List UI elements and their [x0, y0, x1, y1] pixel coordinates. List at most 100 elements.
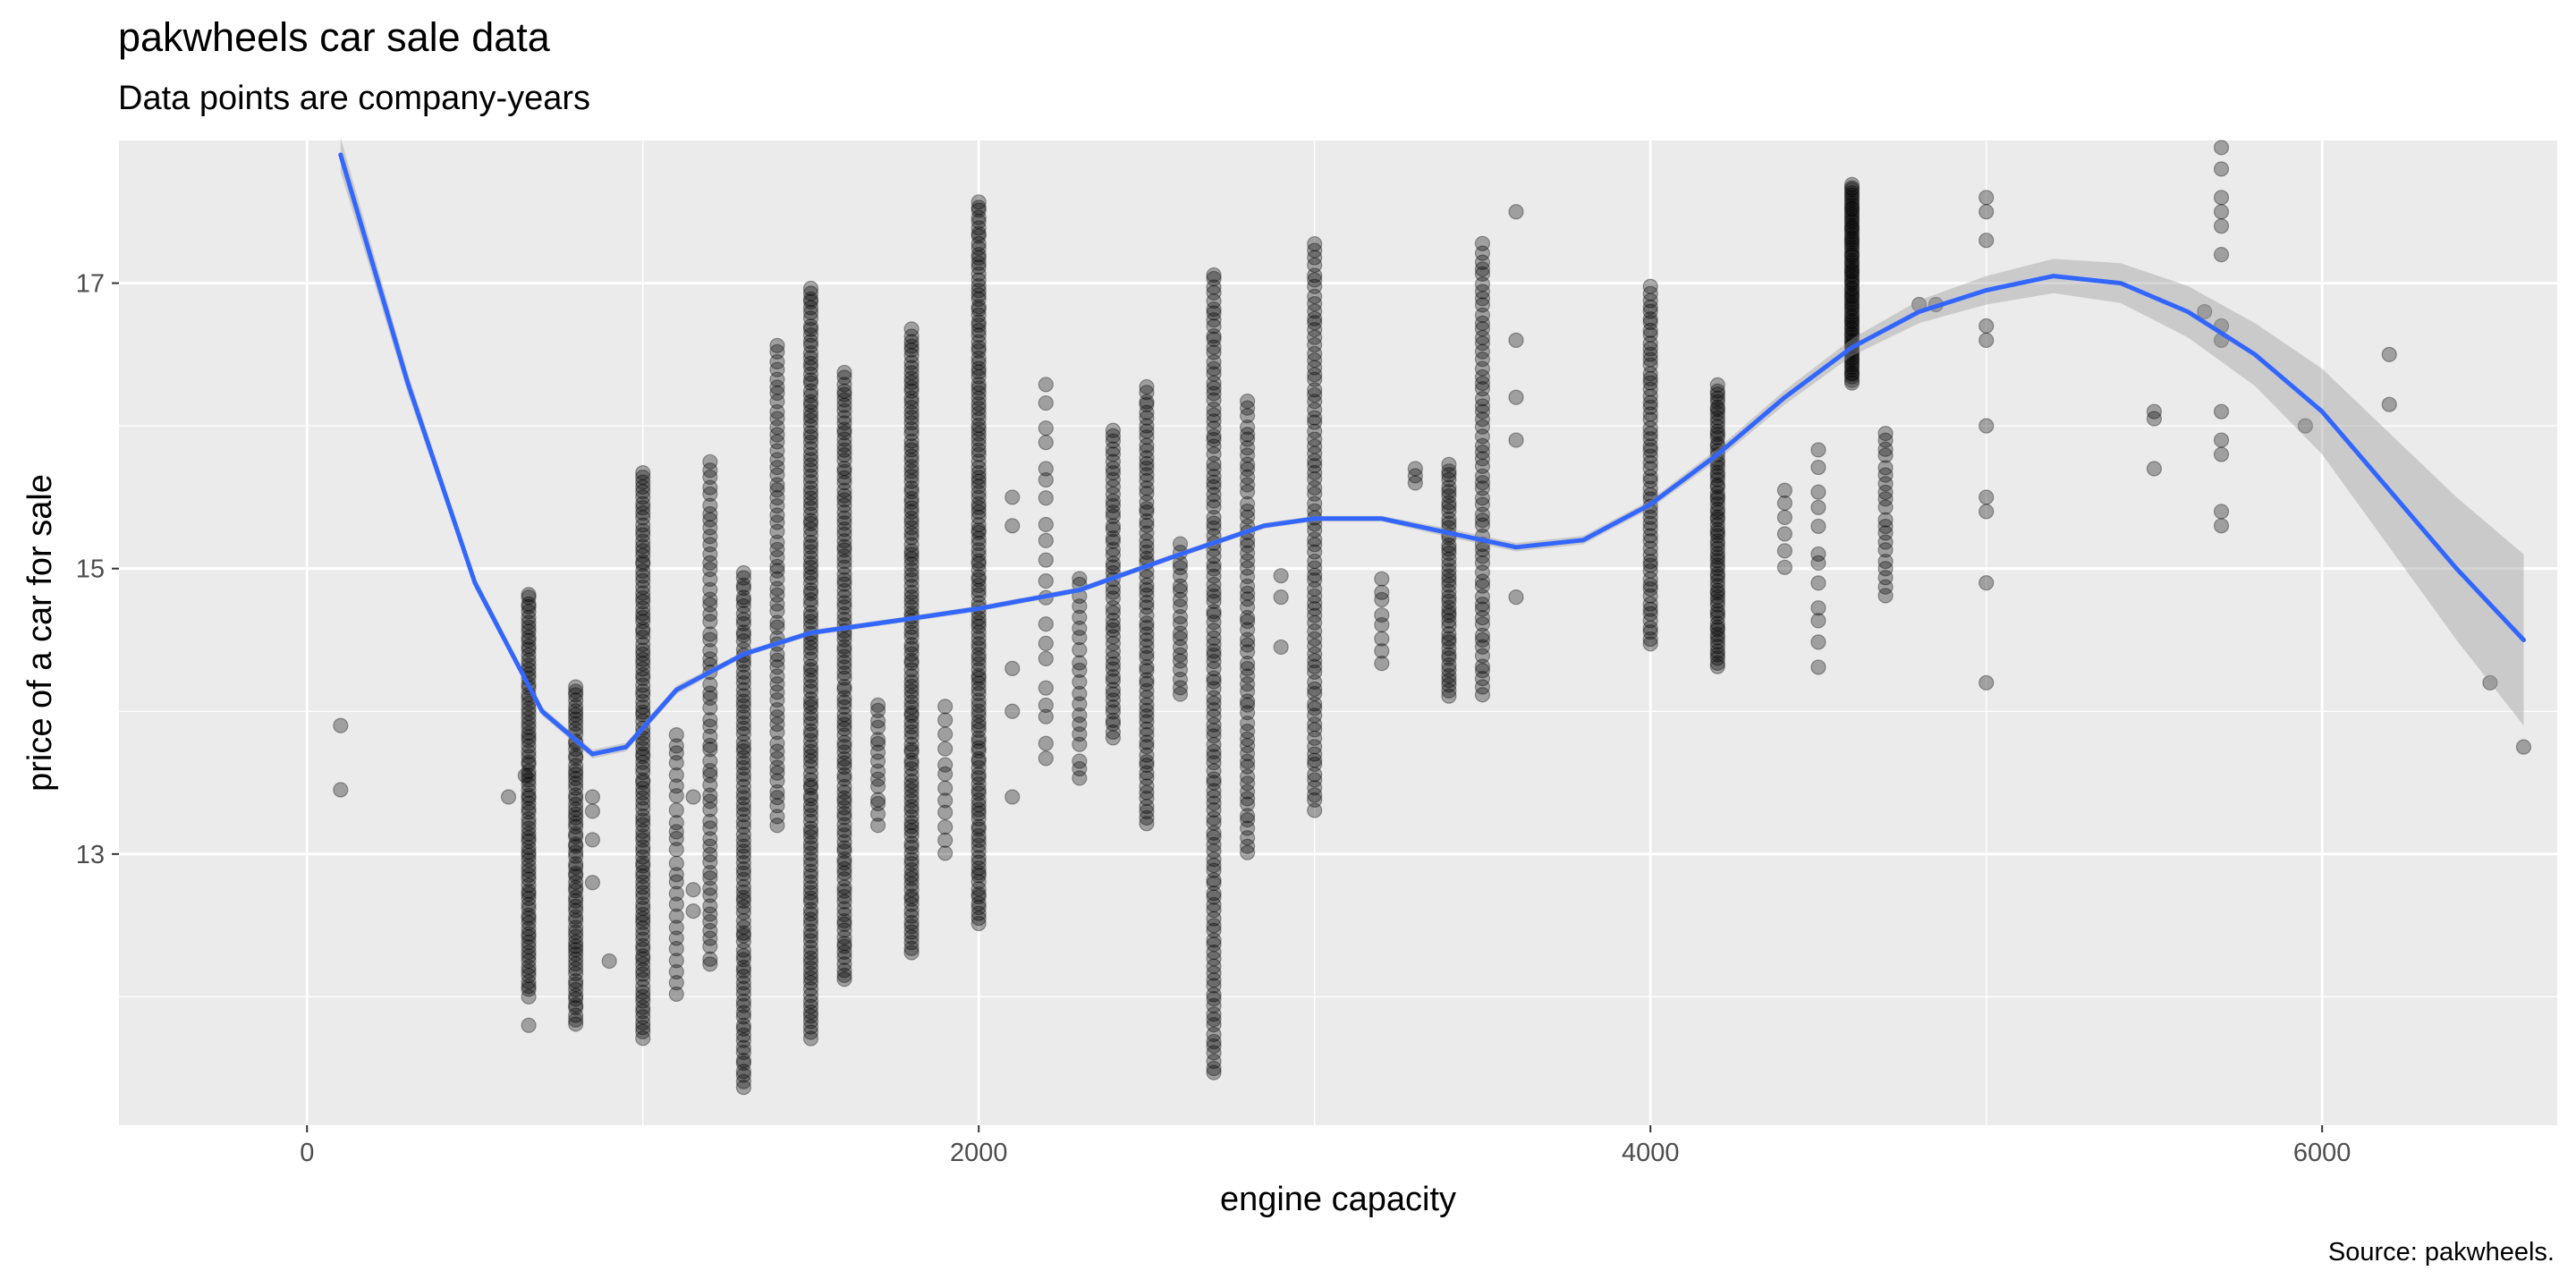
data-point: [735, 767, 751, 783]
data-point: [1709, 429, 1725, 445]
data-point: [802, 987, 819, 1004]
data-point: [903, 328, 919, 344]
data-point: [903, 562, 919, 578]
data-point: [568, 976, 584, 993]
data-point: [802, 462, 819, 479]
data-point: [568, 961, 584, 977]
data-point: [568, 860, 584, 876]
data-point: [1709, 459, 1725, 476]
data-point: [903, 861, 919, 878]
data-point: [1307, 567, 1323, 583]
data-point: [1474, 468, 1491, 484]
data-point: [1474, 616, 1491, 632]
data-point: [802, 1019, 819, 1035]
data-point: [1240, 758, 1256, 775]
data-point: [970, 522, 987, 538]
data-point: [1843, 366, 1860, 382]
data-point: [1307, 614, 1323, 631]
data-point: [668, 738, 684, 754]
data-point: [970, 369, 987, 385]
data-point: [1206, 588, 1222, 605]
data-point: [769, 790, 785, 806]
data-point: [1240, 578, 1256, 594]
data-point: [903, 500, 919, 516]
data-point: [1240, 456, 1256, 472]
data-point: [903, 876, 919, 893]
data-point: [1307, 653, 1323, 669]
data-point: [1307, 646, 1323, 662]
data-point: [1139, 632, 1155, 648]
data-point: [802, 753, 819, 769]
data-point: [568, 828, 584, 845]
data-point: [1877, 484, 1894, 501]
data-point: [970, 417, 987, 434]
data-point: [769, 371, 785, 387]
data-point: [903, 655, 919, 671]
data-point: [1206, 958, 1222, 974]
data-point: [970, 854, 987, 870]
data-point: [1105, 599, 1122, 616]
data-point: [1038, 572, 1054, 589]
data-point: [1776, 495, 1792, 512]
data-point: [769, 759, 785, 775]
data-point: [970, 470, 987, 486]
data-point: [521, 896, 537, 912]
data-point: [769, 411, 785, 427]
data-point: [802, 835, 819, 852]
data-point: [635, 1020, 651, 1036]
data-point: [1139, 659, 1155, 675]
data-point: [1843, 319, 1860, 335]
data-point: [903, 919, 919, 935]
data-point: [903, 520, 919, 536]
data-point: [1240, 676, 1256, 692]
data-point: [970, 553, 987, 569]
data-point: [521, 801, 537, 817]
data-point: [735, 854, 751, 871]
data-point: [937, 845, 953, 861]
data-point: [635, 839, 651, 855]
data-point: [802, 726, 819, 742]
data-point: [970, 797, 987, 813]
data-point: [937, 699, 953, 715]
data-point: [521, 901, 537, 917]
data-point: [769, 353, 785, 370]
data-point: [903, 688, 919, 705]
data-point: [735, 709, 751, 725]
data-point: [836, 912, 852, 929]
data-point: [970, 340, 987, 356]
data-point: [1441, 650, 1457, 666]
data-point: [802, 425, 819, 441]
data-point: [1307, 767, 1323, 783]
data-point: [1642, 375, 1658, 391]
data-point: [769, 743, 785, 759]
data-point: [970, 569, 987, 585]
data-point: [802, 550, 819, 566]
data-point: [903, 870, 919, 886]
data-point: [1810, 659, 1826, 675]
data-point: [1139, 599, 1155, 615]
data-point: [568, 683, 584, 699]
data-point: [1307, 696, 1323, 712]
data-point: [903, 646, 919, 662]
data-point: [1307, 310, 1323, 326]
data-point: [1139, 501, 1155, 517]
data-point: [702, 865, 718, 881]
data-point: [568, 716, 584, 732]
data-point: [1072, 696, 1088, 712]
data-point: [635, 914, 651, 930]
data-point: [1139, 663, 1155, 679]
data-point: [1307, 431, 1323, 447]
data-point: [735, 1063, 751, 1080]
data-point: [635, 979, 651, 995]
data-point: [1776, 482, 1792, 498]
data-point: [1709, 540, 1725, 556]
data-point: [1206, 987, 1222, 1003]
data-point: [702, 597, 718, 613]
data-point: [1105, 486, 1122, 502]
data-point: [1240, 644, 1256, 660]
data-point: [1307, 722, 1323, 738]
data-point: [970, 317, 987, 334]
data-point: [1139, 396, 1155, 412]
data-point: [802, 480, 819, 496]
data-point: [970, 801, 987, 818]
